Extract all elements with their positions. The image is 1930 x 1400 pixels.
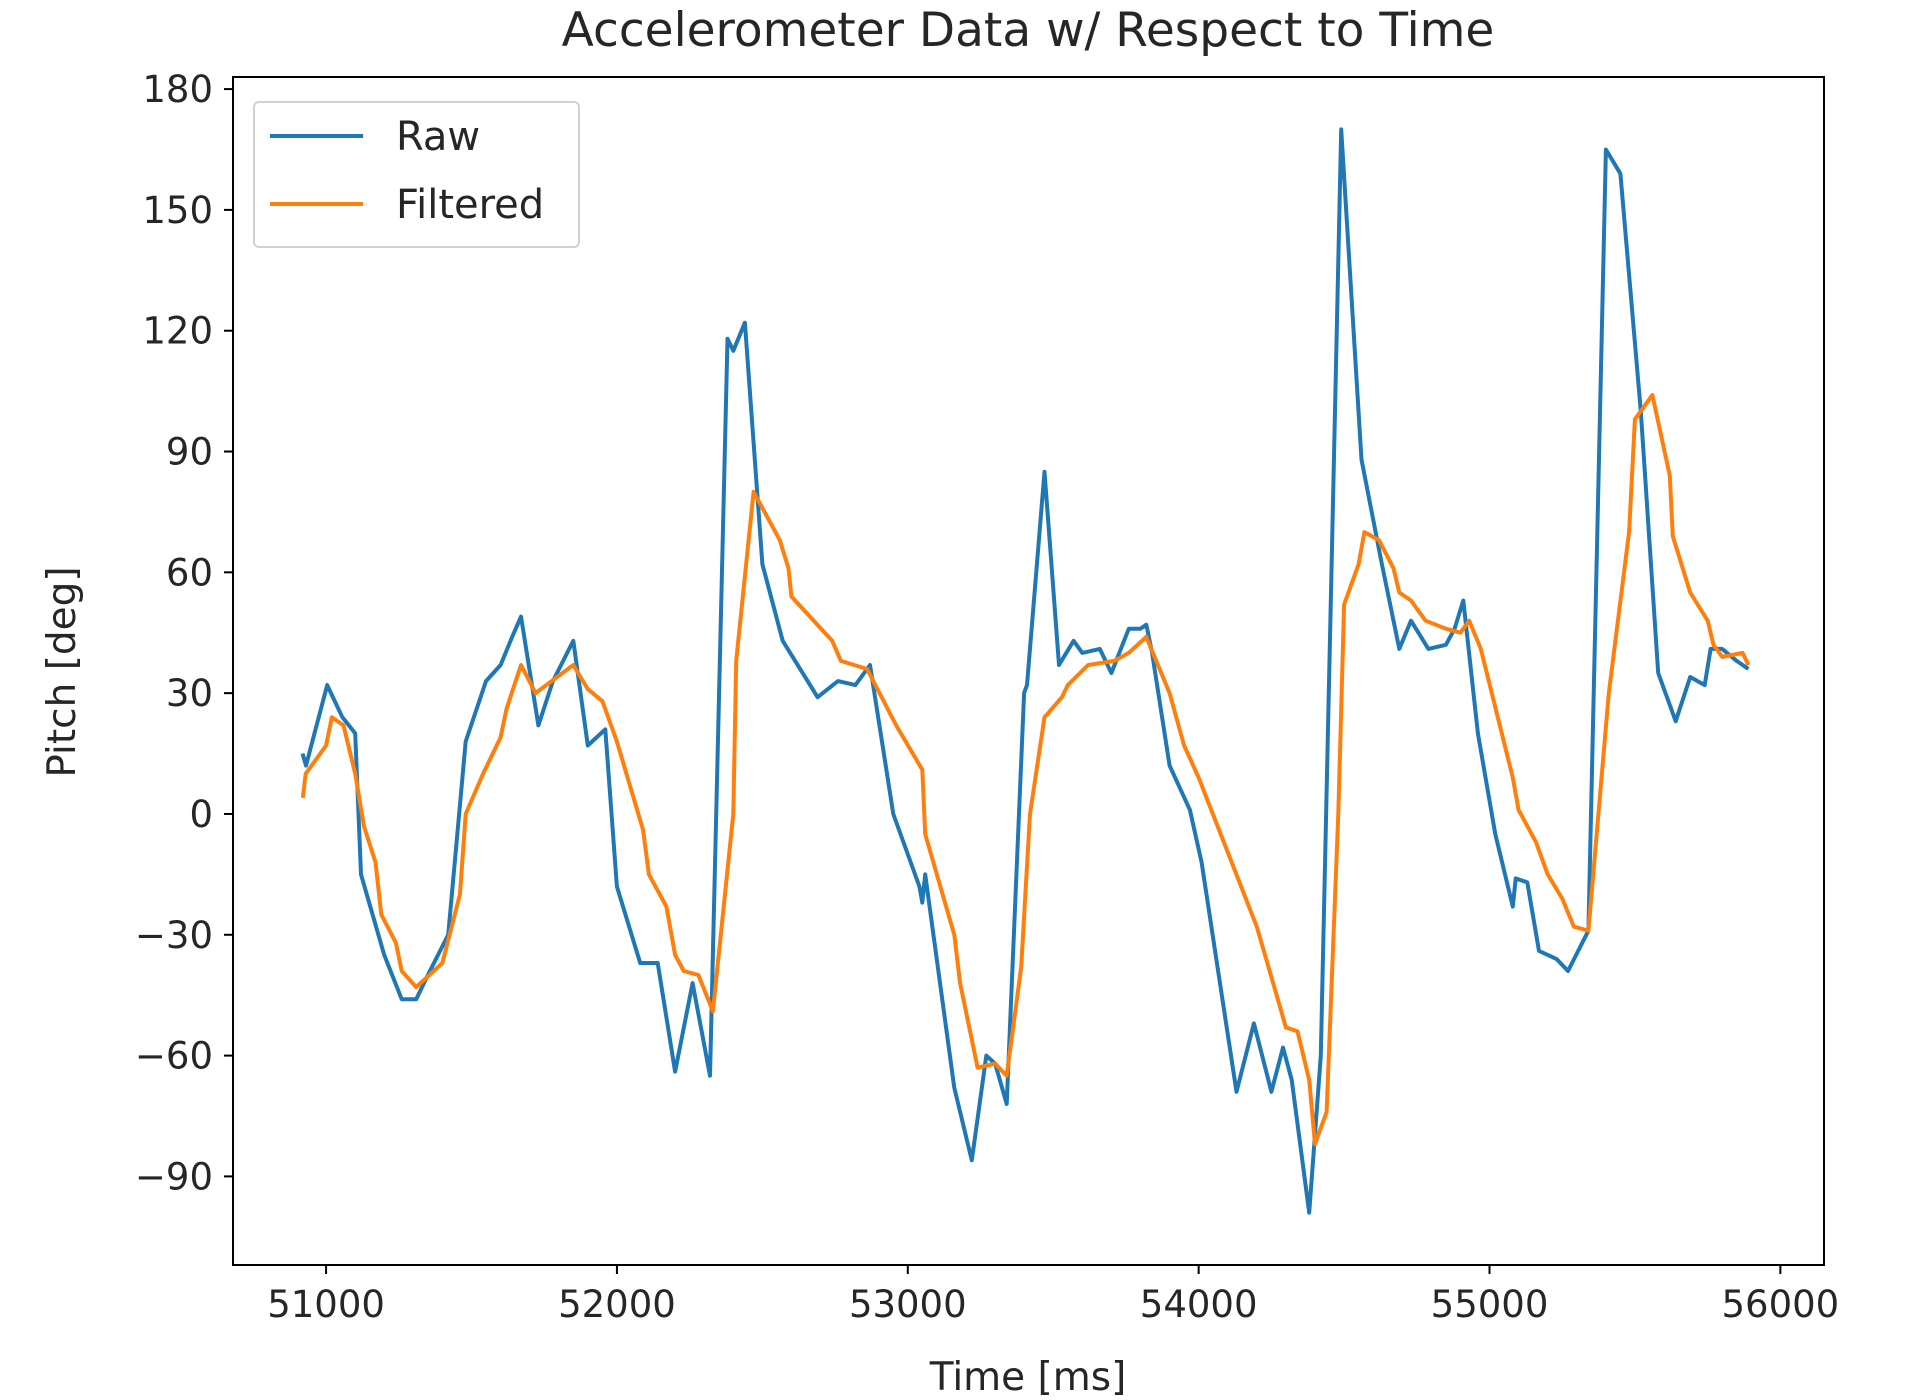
y-tick-label: 60 [166,551,213,594]
series-line-raw [300,127,1750,1215]
y-tick-label: 30 [166,672,213,715]
y-tick-label: 180 [142,68,213,111]
x-tick-label: 54000 [1140,1283,1258,1326]
legend-label-filtered: Filtered [396,182,544,228]
y-axis-label: Pitch [deg] [40,566,85,777]
y-tick-label: −60 [135,1035,213,1078]
x-tick-label: 51000 [267,1283,385,1326]
x-tick-label: 56000 [1722,1283,1840,1326]
y-axis: −90 −60 −30 0 30 60 90 120 150 180 [135,68,233,1198]
y-tick-label: 90 [166,431,213,474]
y-tick-label: 150 [142,189,213,232]
plot-frame [232,76,1825,1266]
x-tick-label: 53000 [849,1283,967,1326]
x-tick-label: 52000 [558,1283,676,1326]
y-tick-label: −90 [135,1155,213,1198]
y-tick-label: −30 [135,914,213,957]
chart-title: Accelerometer Data w/ Respect to Time [562,3,1495,58]
legend-box [253,101,580,248]
x-axis: 51000 52000 53000 54000 55000 56000 [267,1265,1839,1326]
legend: Raw Filtered [253,101,580,248]
x-axis-label: Time [ms] [929,1355,1127,1400]
series-layer [300,127,1751,1215]
y-tick-label: 120 [142,310,213,353]
legend-label-raw: Raw [396,114,480,160]
y-tick-label: 0 [189,793,213,836]
series-line-filtered [300,393,1751,1147]
x-tick-label: 55000 [1431,1283,1549,1326]
